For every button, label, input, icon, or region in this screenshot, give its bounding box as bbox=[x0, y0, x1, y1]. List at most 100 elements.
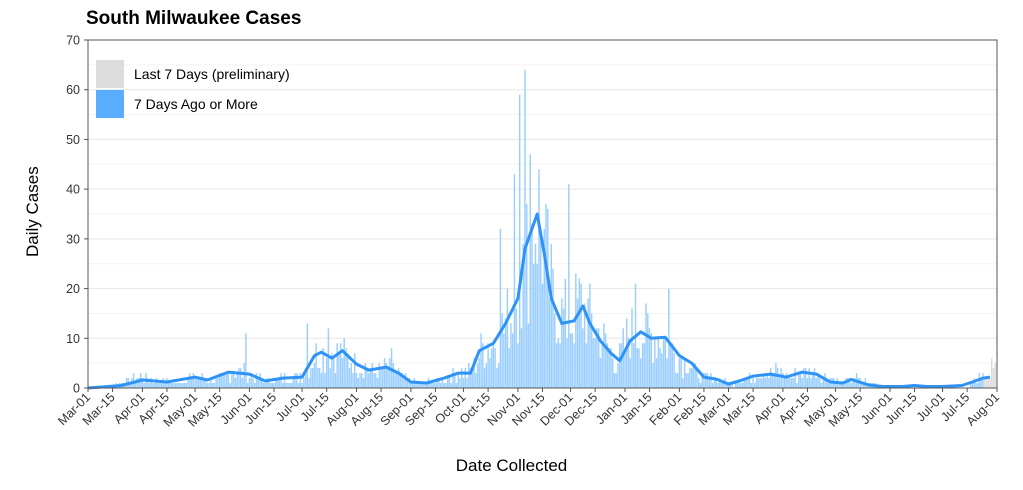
bar bbox=[645, 303, 647, 388]
bar bbox=[380, 368, 382, 388]
bar bbox=[404, 373, 407, 388]
bar bbox=[757, 378, 760, 388]
bar bbox=[299, 373, 302, 388]
bar bbox=[497, 363, 500, 388]
bar bbox=[652, 363, 654, 388]
bar bbox=[755, 378, 758, 388]
bar bbox=[529, 154, 531, 388]
bar bbox=[499, 228, 502, 388]
bar bbox=[608, 348, 610, 388]
bar bbox=[378, 363, 381, 388]
bar bbox=[464, 368, 467, 388]
bar bbox=[438, 378, 440, 388]
legend-swatch-older bbox=[96, 90, 124, 118]
bar bbox=[480, 333, 482, 388]
bar bbox=[534, 243, 537, 388]
bar bbox=[731, 383, 733, 388]
bar bbox=[196, 378, 198, 388]
bar bbox=[468, 363, 470, 388]
bar bbox=[285, 383, 288, 388]
chart-title: South Milwaukee Cases bbox=[86, 8, 302, 29]
bar bbox=[494, 348, 496, 388]
y-tick-label: 0 bbox=[73, 382, 80, 396]
bar bbox=[611, 358, 614, 388]
bar bbox=[211, 383, 214, 388]
bar bbox=[445, 383, 447, 388]
bar bbox=[492, 343, 495, 388]
bar bbox=[160, 383, 163, 388]
bar bbox=[661, 353, 663, 388]
bar bbox=[343, 338, 345, 388]
bar bbox=[708, 378, 710, 388]
bar bbox=[169, 383, 172, 388]
bar bbox=[355, 373, 358, 388]
bar bbox=[201, 373, 203, 388]
bar bbox=[399, 373, 402, 388]
bar bbox=[262, 383, 265, 388]
bar bbox=[736, 383, 739, 388]
bar bbox=[734, 383, 737, 388]
bar bbox=[227, 373, 230, 388]
bar bbox=[296, 373, 298, 388]
bar bbox=[745, 378, 747, 388]
bar bbox=[680, 358, 682, 388]
bar bbox=[325, 358, 328, 388]
bar bbox=[287, 383, 289, 388]
bar bbox=[603, 323, 605, 388]
bar bbox=[424, 383, 426, 388]
bar bbox=[250, 373, 252, 388]
bar bbox=[466, 378, 468, 388]
bar bbox=[508, 348, 510, 388]
bar bbox=[806, 378, 809, 388]
bar bbox=[173, 383, 175, 388]
bar bbox=[459, 378, 461, 388]
bar bbox=[555, 343, 558, 388]
bar bbox=[217, 378, 219, 388]
bar bbox=[199, 378, 202, 388]
bar bbox=[697, 378, 700, 388]
bar bbox=[738, 383, 740, 388]
bar bbox=[353, 353, 356, 388]
bar bbox=[590, 313, 593, 388]
bar bbox=[631, 308, 633, 388]
bar bbox=[148, 383, 151, 388]
x-tick-label: Aug-01 bbox=[964, 390, 1002, 428]
bar bbox=[812, 373, 814, 388]
bar bbox=[501, 313, 503, 388]
bar bbox=[675, 373, 677, 388]
bar bbox=[266, 378, 268, 388]
bar bbox=[687, 373, 689, 388]
bar bbox=[740, 383, 742, 388]
bar bbox=[517, 343, 519, 388]
y-tick-label: 50 bbox=[66, 133, 80, 147]
bar bbox=[819, 378, 821, 388]
bar bbox=[275, 378, 277, 388]
bar bbox=[350, 363, 352, 388]
bar bbox=[248, 378, 251, 388]
bar bbox=[339, 343, 342, 388]
bar bbox=[489, 358, 491, 388]
bar bbox=[990, 358, 993, 388]
bar bbox=[668, 288, 670, 388]
bar bbox=[980, 378, 982, 388]
bar bbox=[273, 383, 275, 388]
bar bbox=[208, 383, 210, 388]
bar bbox=[789, 378, 791, 388]
bar bbox=[711, 383, 714, 388]
bar bbox=[518, 94, 521, 388]
bar bbox=[790, 378, 793, 388]
bar bbox=[703, 373, 705, 388]
bar bbox=[204, 378, 207, 388]
bar bbox=[129, 383, 131, 388]
bar bbox=[138, 378, 140, 388]
bar bbox=[336, 343, 338, 388]
bar bbox=[557, 338, 560, 388]
bar bbox=[159, 383, 161, 388]
bar bbox=[773, 373, 775, 388]
bar bbox=[840, 383, 842, 388]
seven-day-average bbox=[87, 212, 991, 390]
bar bbox=[771, 373, 774, 388]
bar bbox=[475, 373, 477, 388]
bar bbox=[383, 358, 386, 388]
bar bbox=[369, 368, 372, 388]
